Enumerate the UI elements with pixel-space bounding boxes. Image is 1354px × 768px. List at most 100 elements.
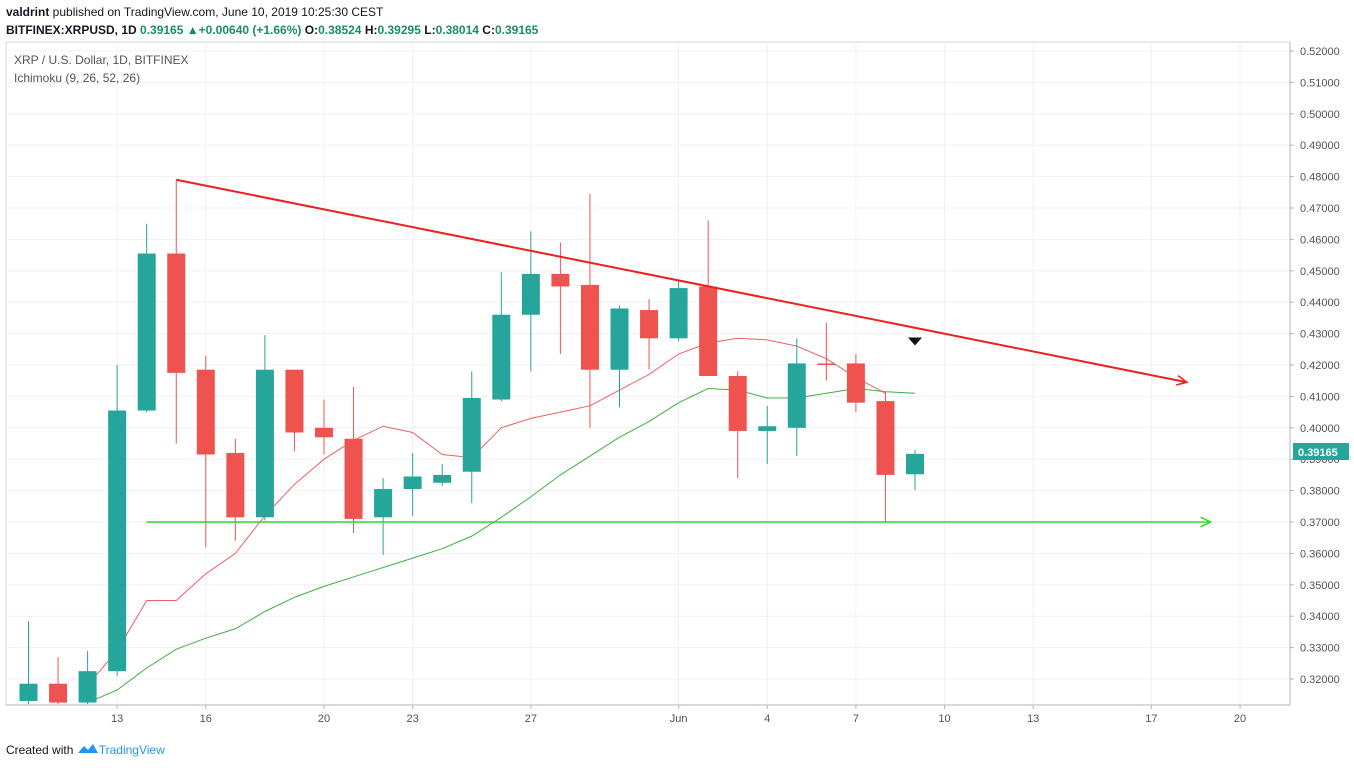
candle-body[interactable]	[551, 273, 570, 287]
symbol-label: BITFINEX:XRPUSD, 1D	[6, 23, 137, 37]
candle-body[interactable]	[78, 671, 97, 703]
candle-body[interactable]	[167, 253, 186, 373]
candle-body[interactable]	[846, 363, 865, 403]
candle[interactable]	[344, 386, 363, 533]
y-tick-label: 0.51000	[1300, 77, 1340, 89]
candle-body[interactable]	[196, 369, 215, 455]
candle[interactable]	[226, 438, 245, 541]
y-tick-label: 0.42000	[1300, 360, 1340, 372]
current-price-badge-bg	[1293, 443, 1349, 460]
candle-body[interactable]	[462, 397, 481, 472]
candle-body[interactable]	[374, 489, 393, 518]
candle[interactable]	[78, 650, 97, 705]
indicator-legend[interactable]: Ichimoku (9, 26, 52, 26)	[14, 71, 141, 85]
candle-body[interactable]	[285, 369, 304, 433]
candle[interactable]	[19, 620, 38, 705]
candle-body[interactable]	[226, 452, 245, 518]
base-line	[87, 388, 916, 704]
resistance-line-arrowhead	[1176, 375, 1189, 386]
low-value: 0.38014	[435, 23, 479, 37]
candle[interactable]	[49, 657, 68, 705]
candle-body[interactable]	[906, 453, 924, 475]
candle-body[interactable]	[728, 375, 747, 431]
symbol-info: BITFINEX:XRPUSD, 1D 0.39165 ▲+0.00640 (+…	[6, 23, 538, 37]
candle-body[interactable]	[758, 426, 777, 431]
footer: Created with TradingView	[6, 743, 165, 757]
candle-body[interactable]	[344, 438, 363, 519]
candle[interactable]	[315, 399, 333, 455]
chart-legend-title[interactable]: XRP / U.S. Dollar, 1D, BITFINEX	[14, 53, 189, 67]
tradingview-logo-icon	[77, 744, 98, 753]
candle[interactable]	[906, 449, 924, 491]
candle-body[interactable]	[699, 286, 718, 376]
candle[interactable]	[433, 463, 452, 486]
open-label: O:	[304, 23, 319, 37]
candle[interactable]	[196, 355, 215, 548]
candle-body[interactable]	[640, 310, 659, 339]
candle[interactable]	[551, 242, 570, 355]
candle[interactable]	[758, 405, 777, 464]
y-tick-label: 0.35000	[1300, 580, 1340, 592]
candle[interactable]	[728, 371, 747, 479]
y-tick-label: 0.36000	[1300, 548, 1340, 560]
price-axis[interactable]: 0.32000 0.33000 0.34000 0.35000 0.36000 0.370…	[1290, 46, 1340, 686]
candle-body[interactable]	[315, 427, 333, 438]
candle[interactable]	[137, 223, 156, 413]
x-tick-label: 23	[407, 713, 419, 725]
price-change: +0.00640 (+1.66%)	[198, 23, 302, 37]
candle[interactable]	[492, 272, 511, 402]
high-value: 0.39295	[377, 23, 421, 37]
chart-pane[interactable]	[5, 41, 1291, 706]
down-arrow-marker-icon[interactable]	[908, 337, 922, 346]
candle-body[interactable]	[137, 253, 156, 411]
y-tick-label: 0.45000	[1300, 266, 1340, 278]
candle[interactable]	[521, 231, 540, 372]
candle-body[interactable]	[669, 288, 688, 339]
y-tick-label: 0.48000	[1300, 172, 1340, 184]
y-tick-label: 0.32000	[1300, 674, 1340, 686]
candle[interactable]	[610, 305, 629, 408]
candle-body[interactable]	[19, 683, 38, 701]
candle[interactable]	[255, 335, 274, 521]
candle[interactable]	[846, 354, 865, 413]
candle[interactable]	[108, 365, 127, 676]
candle-body[interactable]	[610, 308, 629, 370]
candle-body[interactable]	[521, 273, 540, 315]
candle[interactable]	[699, 220, 718, 376]
y-tick-label: 0.40000	[1300, 423, 1340, 435]
resistance-line[interactable]	[176, 178, 1188, 384]
candle[interactable]	[285, 369, 304, 452]
conversion-line	[87, 337, 886, 686]
candle[interactable]	[462, 371, 481, 504]
y-tick-label: 0.44000	[1300, 297, 1340, 309]
time-axis[interactable]: 13 16 20 23 27 Jun 4 7 10 13 17 20	[111, 705, 1246, 725]
drawings[interactable]	[146, 178, 1213, 528]
candle-body[interactable]	[108, 410, 127, 672]
candle[interactable]	[669, 280, 688, 342]
author-name[interactable]: valdrint	[6, 5, 50, 19]
x-tick-label: 17	[1145, 713, 1157, 725]
candle[interactable]	[580, 193, 599, 428]
close-label: C:	[482, 23, 495, 37]
tradingview-brand[interactable]: TradingView	[98, 743, 165, 757]
candle-body[interactable]	[876, 401, 895, 475]
candle-body[interactable]	[403, 476, 422, 490]
candle-body[interactable]	[817, 363, 836, 365]
candle[interactable]	[403, 452, 422, 516]
candle[interactable]	[640, 299, 659, 370]
candle-body[interactable]	[49, 683, 68, 703]
candle-body[interactable]	[255, 369, 274, 518]
up-triangle-icon: ▲	[186, 23, 199, 37]
candle-body[interactable]	[580, 284, 599, 370]
candle[interactable]	[787, 338, 806, 457]
candle[interactable]	[817, 322, 836, 381]
candle-body[interactable]	[787, 363, 806, 428]
candles[interactable]	[19, 179, 925, 705]
candle[interactable]	[876, 391, 895, 522]
candle-body[interactable]	[433, 474, 452, 483]
candle[interactable]	[374, 478, 393, 555]
candle-body[interactable]	[492, 314, 511, 400]
candle[interactable]	[167, 179, 186, 444]
y-tick-label: 0.33000	[1300, 643, 1340, 655]
